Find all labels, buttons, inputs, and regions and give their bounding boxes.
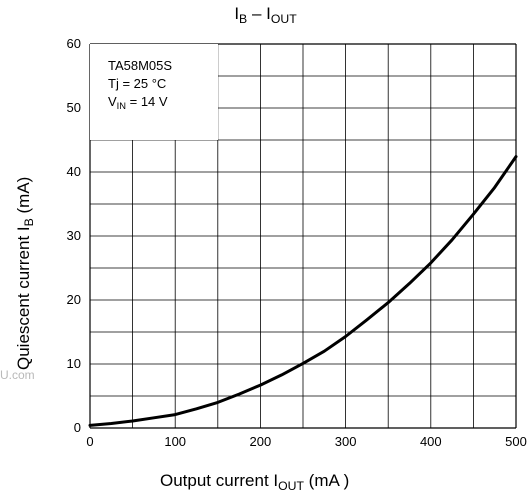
y-tick-label: 20 (67, 292, 81, 307)
condition-legend: TA58M05S Tj = 25 °C VIN = 14 V (90, 44, 218, 140)
x-tick-label: 300 (335, 434, 357, 449)
y-tick-label: 10 (67, 356, 81, 371)
legend-input-voltage: VIN = 14 V (108, 94, 168, 112)
x-tick-label: 0 (86, 434, 93, 449)
y-tick-label: 50 (67, 100, 81, 115)
watermark-text: U.com (0, 368, 35, 382)
y-axis-label: Quiescent current IB (mA) (14, 176, 37, 370)
chart-title: IB – IOUT (234, 4, 297, 27)
y-tick-label: 40 (67, 164, 81, 179)
y-tick-label: 60 (67, 36, 81, 51)
x-tick-label: 500 (505, 434, 527, 449)
plot-area (88, 155, 518, 427)
y-tick-label: 0 (74, 420, 81, 435)
x-tick-label: 400 (420, 434, 442, 449)
series-line (88, 155, 518, 427)
x-axis-label: Output current IOUT (mA ) (160, 471, 350, 494)
y-tick-label: 30 (67, 228, 81, 243)
x-tick-label: 100 (164, 434, 186, 449)
legend-temperature: Tj = 25 °C (108, 76, 167, 91)
axis-ticks: 0 100 200 300 400 500 0 10 20 30 40 50 60 (67, 36, 527, 449)
legend-device: TA58M05S (108, 58, 173, 73)
x-tick-label: 200 (250, 434, 272, 449)
